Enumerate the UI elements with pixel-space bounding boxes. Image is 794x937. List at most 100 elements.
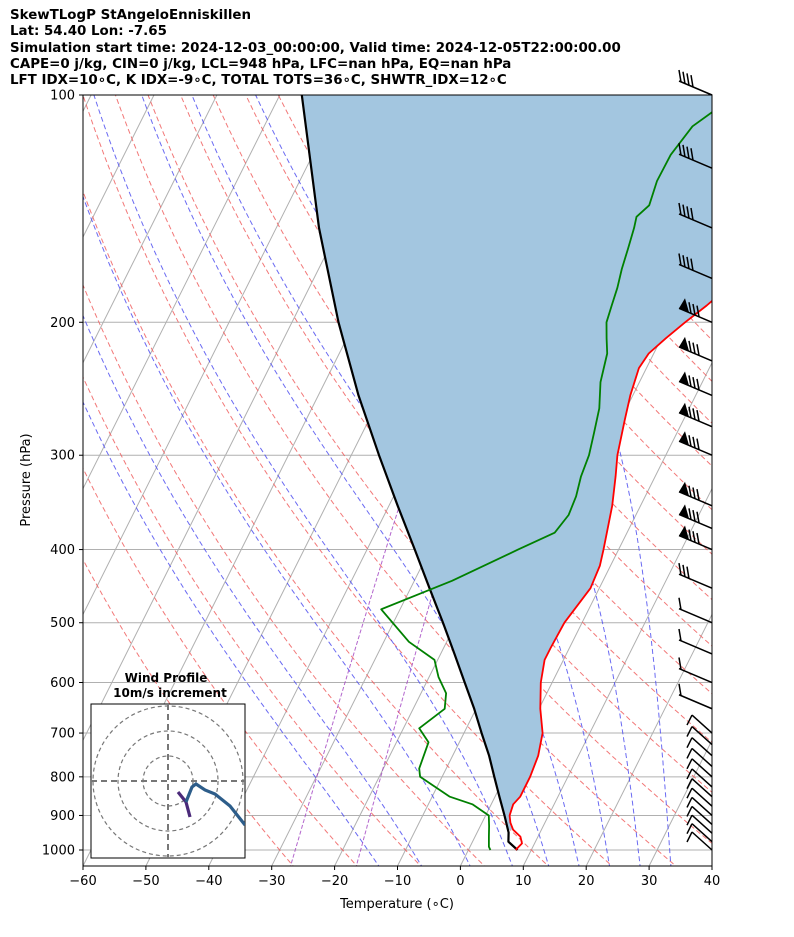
wind-barb-staff (678, 80, 713, 96)
wind-barb-flag (696, 409, 700, 422)
isotherm-gridline (83, 95, 155, 239)
isotherm-gridline (83, 95, 344, 616)
wind-barb-flag (678, 202, 682, 216)
wind-barb-flag (686, 787, 693, 799)
wind-barb-flag (692, 342, 696, 354)
isotherm-gridline (83, 95, 218, 364)
wind-barb-flag (692, 487, 696, 499)
wind-barb-flag (688, 485, 692, 497)
wind-barb-staff (691, 796, 713, 817)
moist-adiabat (255, 95, 611, 866)
cin-shading (301, 95, 712, 830)
hodograph (91, 704, 245, 858)
wind-barb-flag (690, 148, 694, 161)
moist-adiabat (141, 95, 550, 866)
wind-barb-pennant (679, 336, 689, 351)
chart-header: SkewTLogP StAngeloEnniskillen Lat: 54.40… (10, 8, 621, 89)
x-tick-label: 40 (704, 874, 721, 889)
wind-barb-flag (682, 144, 686, 157)
indices-line-2: LFT IDX=10∘C, K IDX=-9∘C, TOTAL TOTS=36∘… (10, 73, 507, 89)
x-tick-label: 0 (456, 874, 464, 889)
wind-barb-flag (692, 436, 696, 449)
wind-barb-flag (688, 375, 692, 387)
wind-barb-flag (696, 378, 700, 390)
y-tick-label: 500 (50, 616, 75, 631)
location-line: Lat: 54.40 Lon: -7.65 (10, 24, 167, 40)
wind-barb-flag (696, 344, 700, 356)
isotherm-gridline (775, 95, 794, 866)
wind-barbs (678, 69, 713, 851)
moist-adiabat (93, 95, 513, 866)
wind-barb-flag (686, 768, 693, 780)
wind-barb-pennant (679, 504, 689, 519)
wind-barb-staff (678, 412, 713, 428)
wind-barb-flag (686, 758, 693, 770)
wind-barb-flag (696, 438, 700, 450)
wind-barb-pennant (679, 402, 689, 417)
moist-adiabat (83, 314, 423, 866)
wind-barb-staff (678, 534, 713, 551)
wind-barb-flag (692, 303, 696, 316)
dewpoint-line (380, 111, 712, 851)
isotherm-gridline (83, 95, 92, 113)
hodograph-ring (117, 730, 219, 832)
wind-barb-flag (686, 206, 690, 219)
wind-barb-staff (678, 608, 713, 624)
x-tick-label: −20 (321, 874, 348, 889)
wind-barb-flag (686, 831, 693, 843)
wind-barb-staff (678, 380, 713, 397)
wind-barb-staff (678, 440, 713, 456)
wind-barb-flag (692, 531, 696, 543)
time-line: Simulation start time: 2024-12-03_00:00:… (10, 40, 621, 56)
wind-barb-flag (686, 566, 690, 579)
axes: −60 −50 −40 −30 −20 −10 0 10 20 30 40 1000 900 800 700… (42, 89, 720, 890)
dry-adiabat (83, 190, 550, 866)
wind-barb-flag (678, 563, 682, 576)
wind-barb-flag (686, 797, 693, 808)
wind-barb-staff (691, 758, 713, 778)
wind-barb-staff (691, 823, 713, 843)
x-tick-label: −50 (132, 874, 159, 889)
y-tick-label: 200 (50, 316, 75, 331)
x-tick-label: −10 (384, 874, 411, 889)
wind-barb-staff (691, 814, 713, 834)
wind-barb-staff (678, 491, 713, 507)
wind-barb-flag (692, 377, 696, 389)
y-tick-label: 900 (50, 809, 75, 824)
wind-barb-flag (678, 597, 682, 610)
dry-adiabat (83, 375, 422, 866)
plot-area (83, 95, 794, 866)
wind-barb-flag (678, 628, 682, 642)
wind-barb-flag (678, 683, 682, 696)
x-tick-label: 30 (641, 874, 658, 889)
dry-adiabat (180, 95, 712, 793)
wind-barb-flag (688, 508, 692, 520)
temperature-line (508, 299, 712, 851)
x-axis-label: Temperature (∘C) (339, 897, 454, 912)
wind-barb-flag (678, 657, 682, 670)
wind-barb-staff (678, 307, 713, 323)
wind-barb-flag (690, 258, 694, 271)
wind-barb-flag (696, 511, 700, 523)
wind-barb-pennant (679, 371, 689, 386)
wind-barb-flag (692, 408, 696, 420)
wind-barb-flag (686, 146, 690, 159)
wind-barb-staff (678, 513, 713, 530)
wind-barb-staff (691, 768, 713, 788)
wind-barb-flag (682, 71, 686, 84)
wind-barb-flag (686, 748, 693, 759)
wind-barb-flag (678, 253, 682, 266)
parcel-profile-line (300, 95, 519, 851)
wind-barb-flag (686, 814, 693, 826)
wind-barb-pennant (679, 431, 689, 446)
wind-barb-flag (686, 737, 693, 749)
y-tick-label: 400 (50, 543, 75, 558)
wind-barb-flag (686, 256, 690, 270)
wind-barb-flag (678, 69, 682, 83)
isotherm-gridline (83, 95, 281, 490)
wind-barb-staff (678, 694, 713, 710)
wind-barb-pennant (679, 481, 689, 496)
wind-barb-flag (682, 204, 686, 217)
wind-barb-staff (691, 747, 713, 767)
x-tick-label: −40 (195, 874, 222, 889)
